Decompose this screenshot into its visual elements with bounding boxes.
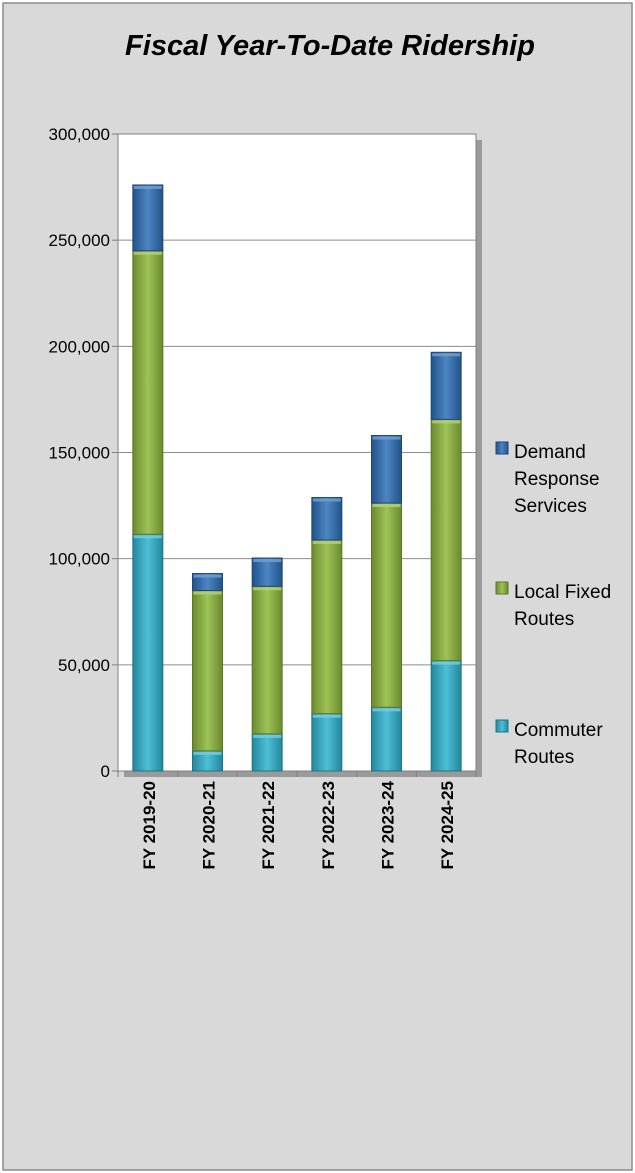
bar-segment-bevel xyxy=(253,734,282,738)
bar-segment-bevel xyxy=(312,498,341,502)
y-tick-label: 250,000 xyxy=(49,231,110,250)
bar-segment xyxy=(251,585,283,735)
bar-segment-bevel xyxy=(133,185,162,189)
bar-segment xyxy=(371,435,402,504)
bar-segment xyxy=(371,706,402,772)
y-tick-label: 300,000 xyxy=(49,125,110,144)
bar-segment xyxy=(192,590,223,752)
y-axis-ticks: 0 50,000 100,000 150,000 200,000 250,000 300,0… xyxy=(49,125,118,781)
bar-segment-bevel xyxy=(133,535,162,539)
bar-segment xyxy=(430,660,462,772)
bar-segment xyxy=(430,418,462,662)
bar-segment xyxy=(311,497,343,541)
bar-segment-bevel xyxy=(253,559,282,563)
y-tick-label: 200,000 xyxy=(49,337,110,356)
bar-segment-bevel xyxy=(312,714,341,718)
legend-label: Commuter xyxy=(514,720,603,741)
x-tick-label: FY 2024-25 xyxy=(438,781,457,870)
legend-swatch xyxy=(495,581,509,595)
bar-segment-bevel xyxy=(432,353,461,357)
chart-title: Fiscal Year-To-Date Ridership xyxy=(125,30,535,62)
bar-segment xyxy=(251,733,283,772)
x-tick-label: FY 2020-21 xyxy=(200,781,219,870)
bar-segment-bevel xyxy=(312,540,341,544)
legend-label: Demand xyxy=(514,442,586,463)
gridlines xyxy=(118,239,476,666)
bar-segment xyxy=(132,533,164,772)
legend-label: Services xyxy=(514,496,587,517)
x-axis-ticks: FY 2019-20 FY 2020-21 FY 2021-22 FY 2022-23… xyxy=(117,771,477,870)
legend-swatch xyxy=(495,719,509,733)
legend-label: Routes xyxy=(514,609,574,630)
bar-segment-bevel xyxy=(253,587,282,591)
y-tick-label: 100,000 xyxy=(49,550,110,569)
x-tick-label: FY 2023-24 xyxy=(379,780,398,869)
bar-segment xyxy=(192,573,223,592)
y-tick-label: 0 xyxy=(101,762,110,781)
legend-swatch xyxy=(495,441,509,455)
bar-segment-bevel xyxy=(133,251,162,255)
bars xyxy=(132,184,462,772)
x-tick-label: FY 2019-20 xyxy=(140,781,159,870)
legend: Demand Response Services Local Fixed Routes C… xyxy=(495,441,611,768)
bar-segment xyxy=(132,250,164,535)
bar-segment xyxy=(430,351,462,420)
bar-segment-bevel xyxy=(432,661,461,665)
legend-label: Routes xyxy=(514,747,574,768)
bar-segment-bevel xyxy=(372,504,401,508)
bar-segment xyxy=(311,713,343,772)
legend-label: Response xyxy=(514,469,600,490)
bar-segment xyxy=(132,184,164,252)
bar-segment-bevel xyxy=(372,708,401,712)
bar-segment-bevel xyxy=(193,591,222,595)
bar-segment xyxy=(311,539,343,715)
bar-segment xyxy=(251,557,283,587)
x-tick-label: FY 2021-22 xyxy=(259,781,278,870)
bar-segment-bevel xyxy=(372,436,401,440)
x-tick-label: FY 2022-23 xyxy=(319,781,338,870)
bar-segment-bevel xyxy=(193,751,222,755)
bar-segment-bevel xyxy=(193,574,222,578)
y-tick-label: 150,000 xyxy=(49,444,110,463)
y-tick-label: 50,000 xyxy=(58,656,110,675)
bar-segment xyxy=(371,502,402,708)
bar-segment-bevel xyxy=(432,420,461,424)
legend-label: Local Fixed xyxy=(514,582,611,603)
